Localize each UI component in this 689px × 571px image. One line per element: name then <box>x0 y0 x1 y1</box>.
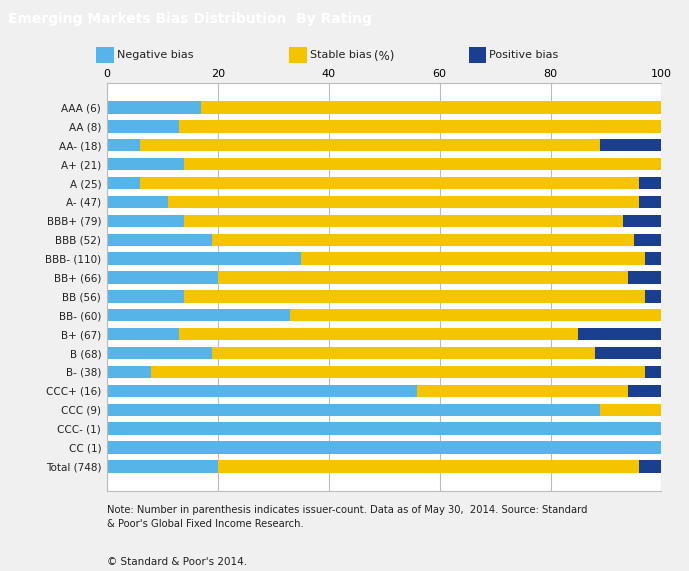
Bar <box>107 290 185 303</box>
Bar <box>600 404 661 416</box>
Text: © Standard & Poor's 2014.: © Standard & Poor's 2014. <box>107 557 247 567</box>
Bar <box>600 139 661 151</box>
Text: Stable bias: Stable bias <box>310 50 372 60</box>
Bar <box>185 215 623 227</box>
Bar <box>628 271 661 284</box>
Bar <box>140 139 600 151</box>
Text: Negative bias: Negative bias <box>117 50 194 60</box>
Text: Positive bias: Positive bias <box>489 50 559 60</box>
Bar <box>107 252 301 265</box>
X-axis label: (%): (%) <box>374 50 394 63</box>
Text: Emerging Markets Bias Distribution  By Rating: Emerging Markets Bias Distribution By Ra… <box>8 11 372 26</box>
Bar <box>645 252 661 265</box>
Bar <box>645 290 661 303</box>
Bar <box>179 328 578 340</box>
Bar <box>107 102 201 114</box>
Bar <box>168 196 639 208</box>
Bar <box>639 196 661 208</box>
Bar <box>107 234 212 246</box>
Bar <box>639 177 661 189</box>
Bar <box>212 347 595 359</box>
Bar <box>578 328 661 340</box>
Bar <box>595 347 661 359</box>
Bar <box>290 309 661 321</box>
Bar <box>639 460 661 472</box>
Bar <box>628 385 661 397</box>
Bar <box>418 385 628 397</box>
Text: Note: Number in parenthesis indicates issuer-count. Data as of May 30,  2014. So: Note: Number in parenthesis indicates is… <box>107 505 587 529</box>
Bar <box>140 177 639 189</box>
Bar <box>179 120 661 132</box>
Bar <box>107 366 151 378</box>
Bar <box>301 252 645 265</box>
Bar <box>201 102 661 114</box>
Bar <box>107 441 661 453</box>
Bar <box>107 347 212 359</box>
Bar <box>185 158 661 170</box>
Bar <box>218 460 639 472</box>
Bar <box>107 177 140 189</box>
Bar <box>107 404 600 416</box>
FancyBboxPatch shape <box>469 46 486 63</box>
Bar <box>107 460 218 472</box>
Bar <box>107 309 290 321</box>
Bar <box>107 423 661 435</box>
Bar <box>107 158 185 170</box>
Bar <box>151 366 645 378</box>
Bar <box>107 139 140 151</box>
Bar <box>623 215 661 227</box>
Bar <box>107 120 179 132</box>
Bar <box>107 328 179 340</box>
Bar <box>212 234 634 246</box>
FancyBboxPatch shape <box>96 46 114 63</box>
Bar <box>645 366 661 378</box>
Bar <box>107 271 218 284</box>
Bar <box>218 271 628 284</box>
Bar <box>185 290 645 303</box>
Bar <box>107 385 418 397</box>
Bar <box>107 196 168 208</box>
FancyBboxPatch shape <box>289 46 307 63</box>
Bar <box>634 234 661 246</box>
Bar <box>107 215 185 227</box>
